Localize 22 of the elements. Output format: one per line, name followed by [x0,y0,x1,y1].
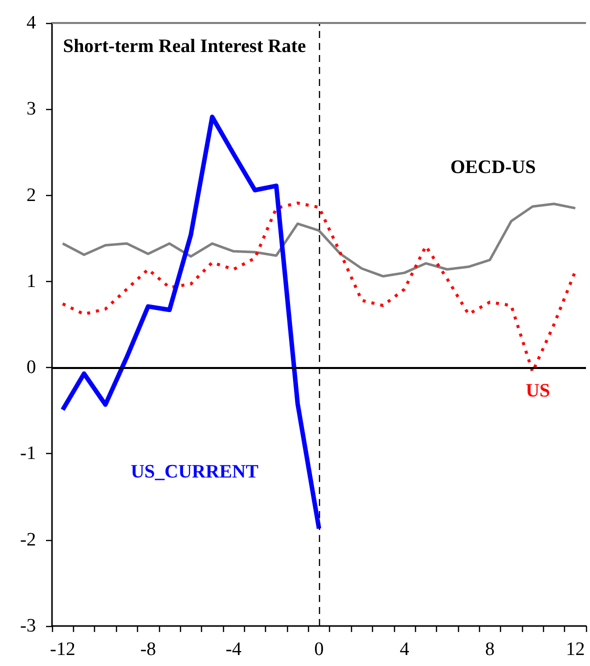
y-tick-label: 1 [26,270,36,292]
x-tick-label: -4 [226,639,242,660]
x-tick-label: -8 [140,639,156,660]
x-tick-label: 0 [314,639,324,660]
y-tick-label: 2 [26,184,36,206]
y-tick-label: -2 [20,529,36,550]
y-tick-label: 0 [26,357,36,378]
x-tick-label: 12 [566,639,585,660]
text: US_CURRENT [130,462,259,483]
line-series [61,202,577,278]
x-tick-label: 8 [485,639,495,660]
text: Short-term Real Interest Rate [63,36,306,57]
y-tick-label: 3 [26,98,36,120]
x-tick-label: 4 [400,639,410,660]
series-label: US [526,380,550,402]
series-label: OECD-US [450,157,536,178]
line-series [61,202,577,374]
y-tick-label: -3 [20,616,36,636]
line-series [60,114,322,531]
y-tick-label: 4 [26,12,36,34]
x-tick-label: -12 [50,639,76,660]
y-tick-label: -1 [20,443,36,464]
